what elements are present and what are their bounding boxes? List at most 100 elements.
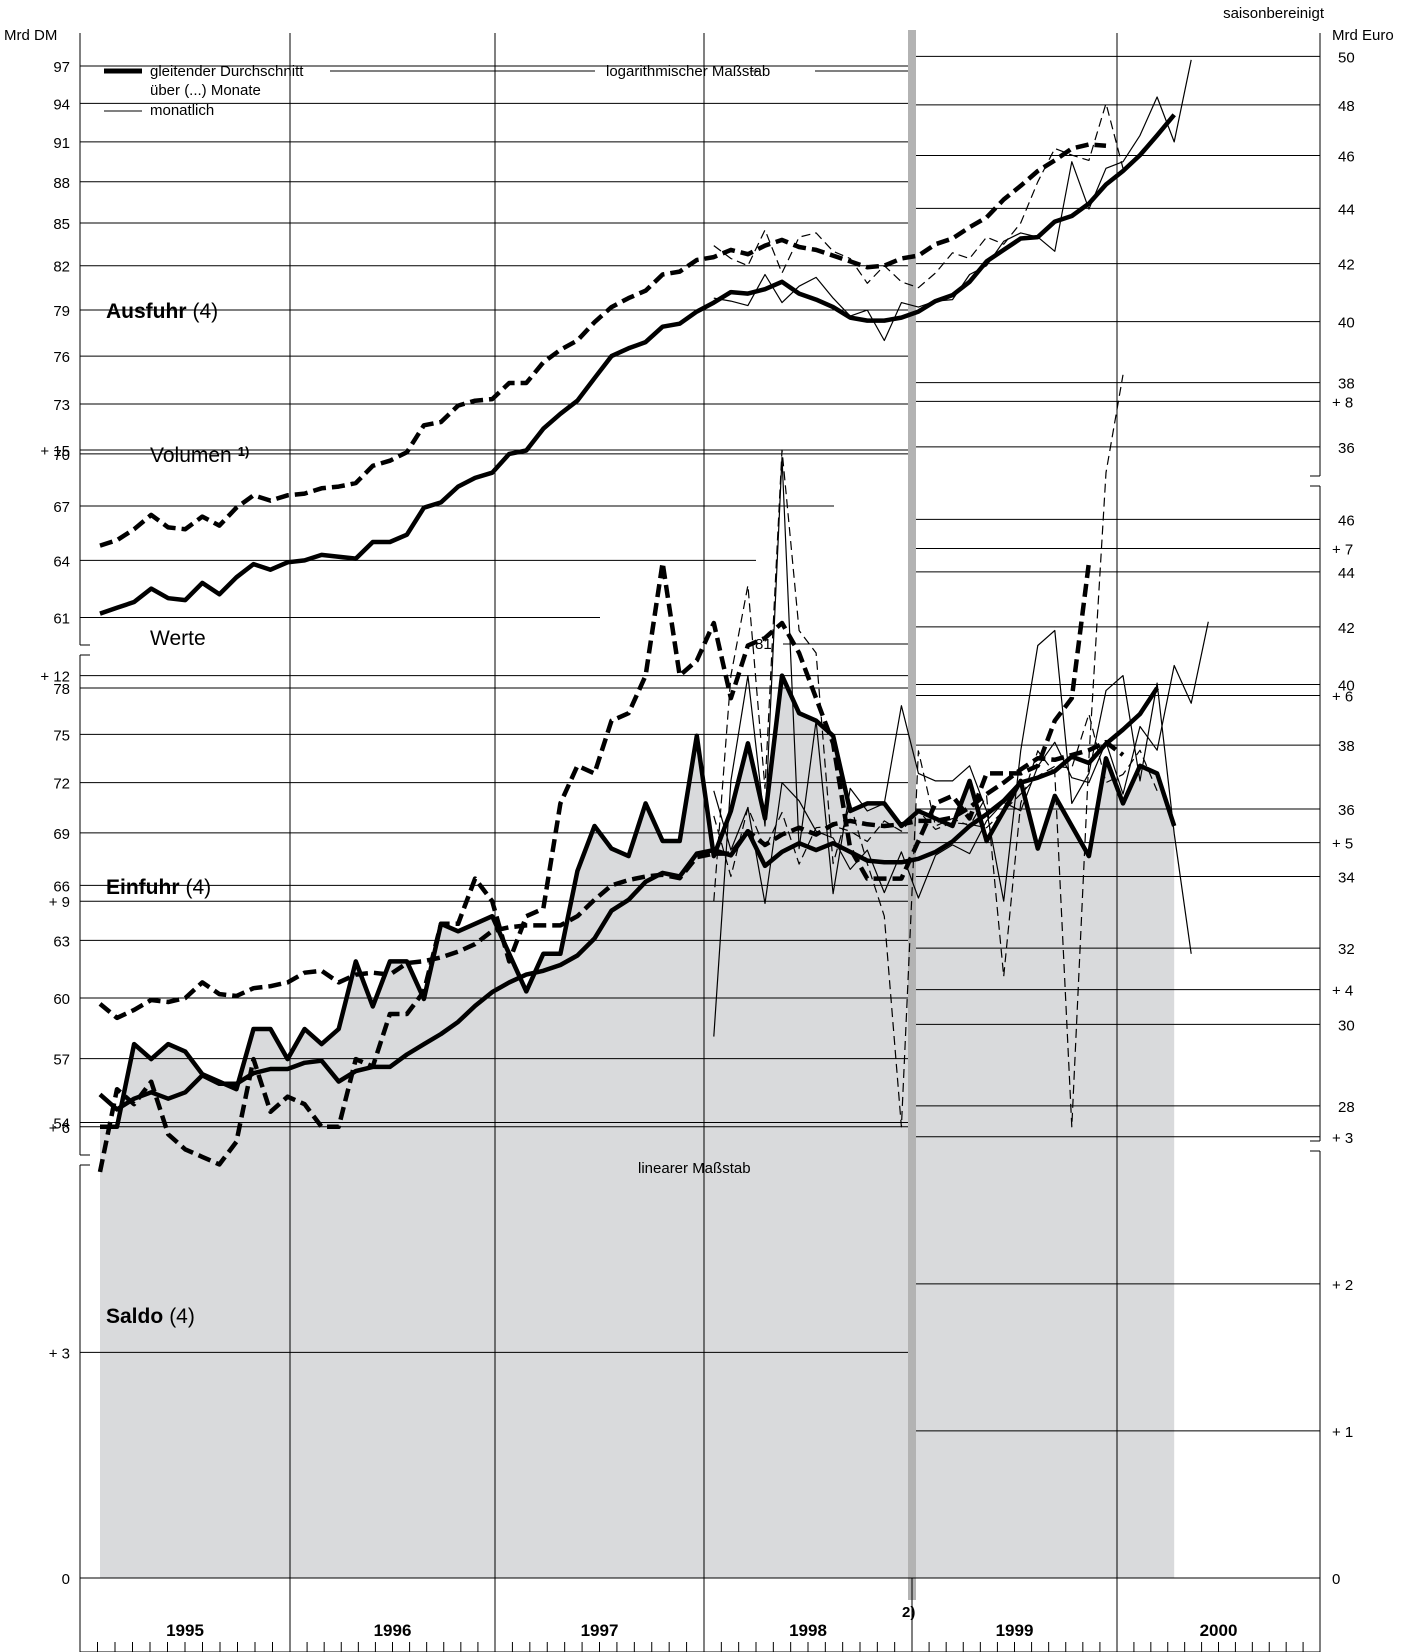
einfuhr-left-tick: 66 xyxy=(53,878,70,895)
unit-right-label: Mrd Euro xyxy=(1332,27,1394,44)
einfuhr-dashed-thick-series xyxy=(98,739,1125,1021)
saldo-right-tick: + 6 xyxy=(1332,689,1353,706)
season-note: saisonbereinigt xyxy=(1223,5,1325,22)
ausfuhr-left-tick: 91 xyxy=(53,135,70,152)
saldo-dashed-thick-series xyxy=(97,560,1092,1173)
ausfuhr-right-tick: 44 xyxy=(1338,201,1355,218)
ausfuhr-right-tick: 40 xyxy=(1338,315,1355,332)
saldo-title: Saldo (4) xyxy=(106,1305,195,1328)
saldo-dashed-thin-series xyxy=(713,374,1124,1128)
ausfuhr-right-tick: 46 xyxy=(1338,148,1355,165)
saldo-left-tick: + 6 xyxy=(49,1120,70,1137)
einfuhr-left-tick: 63 xyxy=(53,933,70,950)
ausfuhr-right-tick: 36 xyxy=(1338,440,1355,457)
einfuhr-left-tick: 72 xyxy=(53,776,70,793)
year-label: 2000 xyxy=(1200,1621,1238,1640)
einfuhr-right-tick: 36 xyxy=(1338,802,1355,819)
saldo-left-tick: + 12 xyxy=(40,669,70,686)
ausfuhr-left-tick: 61 xyxy=(53,611,70,628)
ausfuhr-right-tick: 50 xyxy=(1338,49,1355,66)
ausfuhr-left-tick: 73 xyxy=(53,397,70,414)
einfuhr-right-tick: 30 xyxy=(1338,1017,1355,1034)
ausfuhr-left-tick: 64 xyxy=(53,553,70,570)
svg-text:Ausfuhr(4): Ausfuhr (4) xyxy=(106,300,218,323)
ausfuhr-left-tick: 82 xyxy=(53,259,70,276)
saldo-left-tick: + 15 xyxy=(40,443,70,460)
einfuhr-right-tick: 46 xyxy=(1338,512,1355,529)
einfuhr-title-text: Einfuhr xyxy=(106,876,180,899)
einfuhr-right-tick: 34 xyxy=(1338,870,1355,887)
ausfuhr-title-note: (4) xyxy=(193,300,219,323)
ausfuhr-dashed-thin-series xyxy=(713,102,1124,289)
saldo-solid-thick-filled-series xyxy=(100,673,1177,1130)
einfuhr-left-tick: 75 xyxy=(53,727,70,744)
einfuhr-dashed-thin-series xyxy=(713,713,1158,878)
einfuhr-left-tick: 60 xyxy=(53,991,70,1008)
ausfuhr-title: Ausfuhr (4) xyxy=(106,300,218,323)
saldo-right-tick: + 7 xyxy=(1332,541,1353,558)
saldo-right-tick: + 8 xyxy=(1332,394,1353,411)
ausfuhr-left-tick: 88 xyxy=(53,175,70,192)
saldo-left-tick: + 9 xyxy=(49,894,70,911)
einfuhr-left-tick: 57 xyxy=(53,1052,70,1069)
einfuhr-left-tick: 69 xyxy=(53,826,70,843)
ausfuhr-left-tick: 94 xyxy=(53,96,70,113)
einfuhr-left-tick: 78 xyxy=(53,681,70,698)
saldo-solid-thin-series xyxy=(713,456,1192,1037)
ausfuhr-right-tick: 42 xyxy=(1338,257,1355,274)
einfuhr-right-tick: 32 xyxy=(1338,941,1355,958)
year-label: 1999 xyxy=(996,1621,1034,1640)
legend-moving-average-months: über (...) Monate xyxy=(150,82,261,99)
volumen-label-text: Volumen xyxy=(150,444,232,467)
einfuhr-right-tick: 38 xyxy=(1338,738,1355,755)
einfuhr-right-tick: 44 xyxy=(1338,565,1355,582)
series-layer xyxy=(97,59,1209,1173)
ausfuhr-right-tick: 38 xyxy=(1338,376,1355,393)
year-label: 1995 xyxy=(166,1621,204,1640)
saldo-left-tick: 0 xyxy=(62,1571,70,1588)
ausfuhr-left-tick: 67 xyxy=(53,499,70,516)
ausfuhr-title-text: Ausfuhr xyxy=(106,300,187,323)
einfuhr-left-tick: 54 xyxy=(53,1116,70,1133)
svg-text:Einfuhr(4): Einfuhr (4) xyxy=(106,876,211,899)
ausfuhr-left-tick: 85 xyxy=(53,216,70,233)
einfuhr-volumen-ref: 81 xyxy=(755,636,772,653)
ausfuhr-left-tick: 70 xyxy=(53,447,70,464)
ausfuhr-left-tick: 79 xyxy=(53,303,70,320)
svg-text:Saldo(4): Saldo (4) xyxy=(106,1305,195,1328)
saldo-right-tick: + 4 xyxy=(1332,983,1353,1000)
einfuhr-title: Einfuhr (4) xyxy=(106,876,211,899)
saldo-left-tick: + 3 xyxy=(49,1345,70,1362)
einfuhr-right-tick: 42 xyxy=(1338,620,1355,637)
year-label: 1998 xyxy=(789,1621,827,1640)
ausfuhr-solid-thin-series xyxy=(713,59,1192,342)
ausfuhr-solid-thick-series xyxy=(99,113,1176,616)
saldo-title-note: (4) xyxy=(169,1305,195,1328)
linear-scale-label: linearer Maßstab xyxy=(638,1160,751,1177)
einfuhr-solid-thin-series xyxy=(713,621,1209,904)
volumen-label: Volumen 1) xyxy=(150,444,249,467)
werte-label: Werte xyxy=(150,627,206,650)
legend-moving-average: gleitender Durchschnitt xyxy=(150,63,304,80)
year-label: 1996 xyxy=(374,1621,412,1640)
ausfuhr-left-tick: 76 xyxy=(53,349,70,366)
ausfuhr-left-tick: 97 xyxy=(53,59,70,76)
saldo-right-tick: 0 xyxy=(1332,1571,1340,1588)
euro-footnote-marker: 2) xyxy=(902,1604,915,1621)
unit-left-label: Mrd DM xyxy=(4,27,57,44)
saldo-title-text: Saldo xyxy=(106,1305,163,1328)
ausfuhr-right-tick: 48 xyxy=(1338,98,1355,115)
saldo-right-tick: + 2 xyxy=(1332,1277,1353,1294)
saldo-right-tick: + 3 xyxy=(1332,1130,1353,1147)
einfuhr-title-note: (4) xyxy=(186,876,212,899)
einfuhr-right-tick: 40 xyxy=(1338,677,1355,694)
volumen-footnote: 1) xyxy=(238,444,250,459)
legend: gleitender Durchschnitt über (...) Monat… xyxy=(104,63,595,119)
saldo-right-tick: + 5 xyxy=(1332,836,1353,853)
legend-monthly: monatlich xyxy=(150,102,214,119)
ausfuhr-dashed-thick-series xyxy=(99,142,1107,548)
einfuhr-right-tick: 28 xyxy=(1338,1099,1355,1116)
axes-layer: 97 94 91 88 85 82 79 76 73 70 67 64 61 50 48 46 44 42 40 38… xyxy=(40,33,1355,1652)
log-scale-label: logarithmischer Maßstab xyxy=(606,63,770,80)
